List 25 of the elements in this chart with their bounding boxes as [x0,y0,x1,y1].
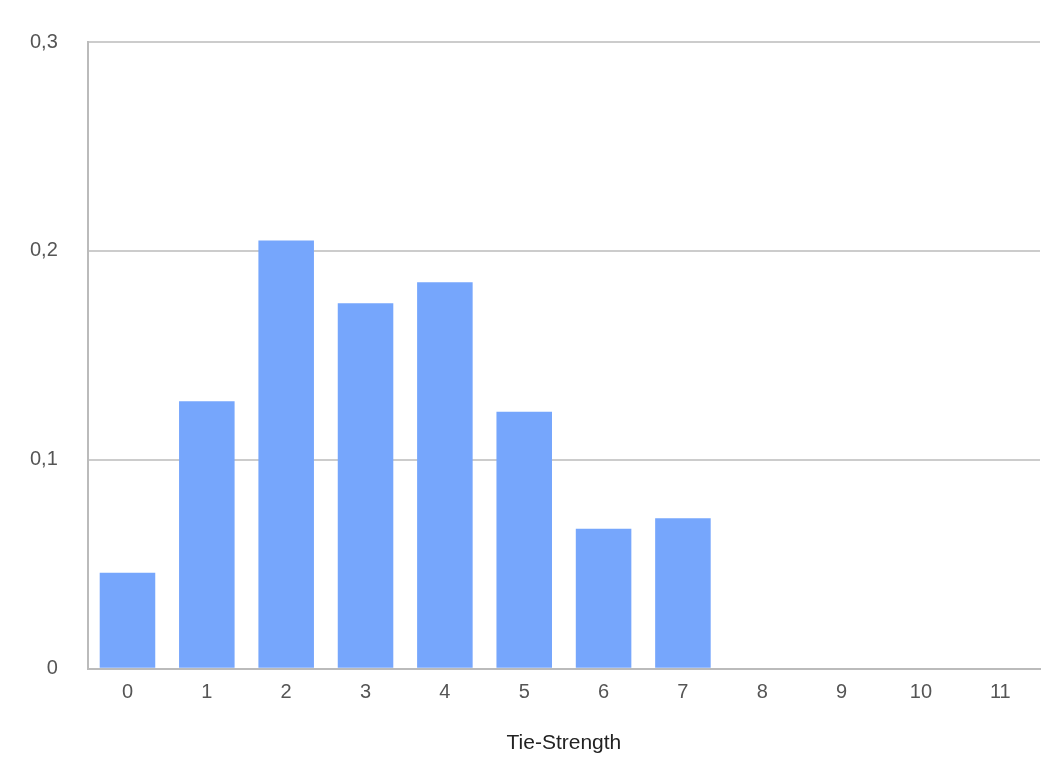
bar [655,518,711,668]
y-tick-label: 0,1 [29,447,58,470]
y-tick-label: 0 [46,656,58,679]
x-tick-label: 0 [121,680,134,703]
x-tick-label: 10 [909,680,933,703]
y-tick-label: 0,2 [29,238,58,261]
x-tick-label: 5 [518,680,530,703]
x-tick-label: 1 [201,680,213,703]
x-tick-label: 9 [836,680,848,703]
x-tick-label: 8 [756,680,768,703]
x-tick-label: 7 [677,680,689,703]
bar [258,240,314,668]
x-tick-label: 11 [989,680,1011,703]
bar [496,411,552,668]
bar [179,401,235,668]
y-tick-label: 0,3 [29,29,58,52]
bar [575,528,632,668]
x-tick-label: 2 [280,680,292,703]
x-axis-title: Tie-Strength [506,730,622,754]
bar [417,282,473,668]
x-tick-label: 6 [598,680,610,703]
bar [337,303,394,668]
x-tick-label: 4 [439,680,451,703]
bar [99,572,156,668]
x-tick-label: 3 [359,680,372,703]
